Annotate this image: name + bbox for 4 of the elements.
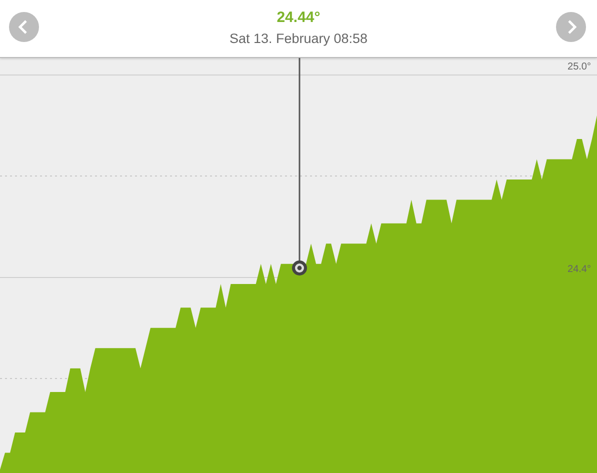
y-tick-label: 25.0° <box>568 62 591 73</box>
y-tick-label: 24.4° <box>568 264 591 276</box>
chart-subtitle: Sat 13. February 08:58 <box>228 31 369 47</box>
chart-title: 24.44° <box>276 9 322 27</box>
